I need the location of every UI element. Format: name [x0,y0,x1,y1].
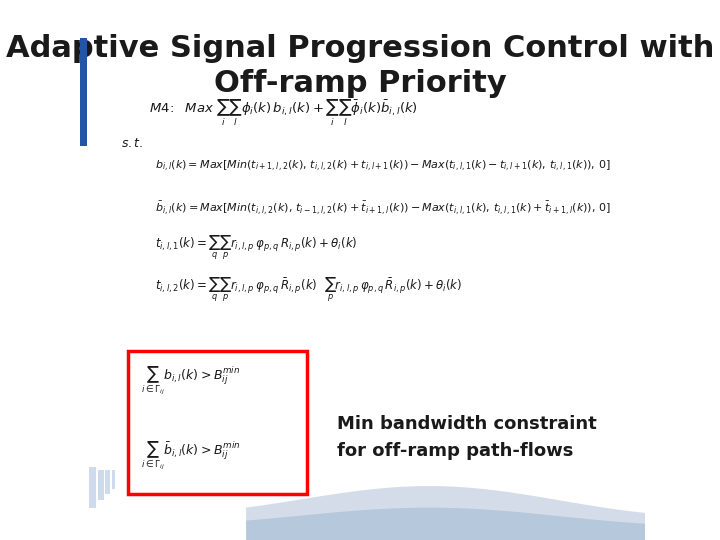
Text: $\sum_{i \in \Gamma_{ij}} b_{i,l}(k) > B_{ij}^{min}$: $\sum_{i \in \Gamma_{ij}} b_{i,l}(k) > B… [140,364,240,397]
Text: $M4\!:\ \ Max\ \sum_i\sum_l \phi_i(k)\,b_{i,l}(k) + \sum_i\sum_l \bar{\phi}_i(k): $M4\!:\ \ Max\ \sum_i\sum_l \phi_i(k)\,b… [149,97,418,127]
Text: $\sum_{i \in \Gamma_{ij}} \bar{b}_{i,l}(k) > B_{ij}^{min}$: $\sum_{i \in \Gamma_{ij}} \bar{b}_{i,l}(… [140,440,240,472]
Text: $t_{i,l,1}(k) = \sum_q\sum_p r_{i,l,p}\,\varphi_{p,q}\,R_{i,p}(k) + \theta_i(k)$: $t_{i,l,1}(k) = \sum_q\sum_p r_{i,l,p}\,… [155,234,357,262]
Text: Off-ramp Priority: Off-ramp Priority [214,69,506,98]
Text: $\bar{b}_{i,l}(k) = Max[Min(t_{i,l,2}(k),\, t_{i-1,l,2}(k) + \bar{t}_{i+1,l}(k)): $\bar{b}_{i,l}(k) = Max[Min(t_{i,l,2}(k)… [155,199,611,217]
Bar [98,470,104,500]
Bar [80,38,87,146]
Bar [127,351,307,494]
Text: Min bandwidth constraint
for off-ramp path-flows: Min bandwidth constraint for off-ramp pa… [337,415,597,460]
Text: Adaptive Signal Progression Control with: Adaptive Signal Progression Control with [6,34,714,63]
Bar [89,467,96,508]
Text: $t_{i,l,2}(k) = \sum_q\sum_p r_{i,l,p}\,\varphi_{p,q}\,\bar{R}_{i,p}(k)\ \ \sum_: $t_{i,l,2}(k) = \sum_q\sum_p r_{i,l,p}\,… [155,276,462,304]
Text: $s.t.$: $s.t.$ [121,137,143,150]
Bar [105,470,110,494]
Bar [112,470,115,489]
Text: $b_{i,l}(k) = Max[Min(t_{i+1,l,2}(k),\, t_{i,l,2}(k) + t_{i,l+1}(k)) - Max(t_{i,: $b_{i,l}(k) = Max[Min(t_{i+1,l,2}(k),\, … [155,159,611,174]
